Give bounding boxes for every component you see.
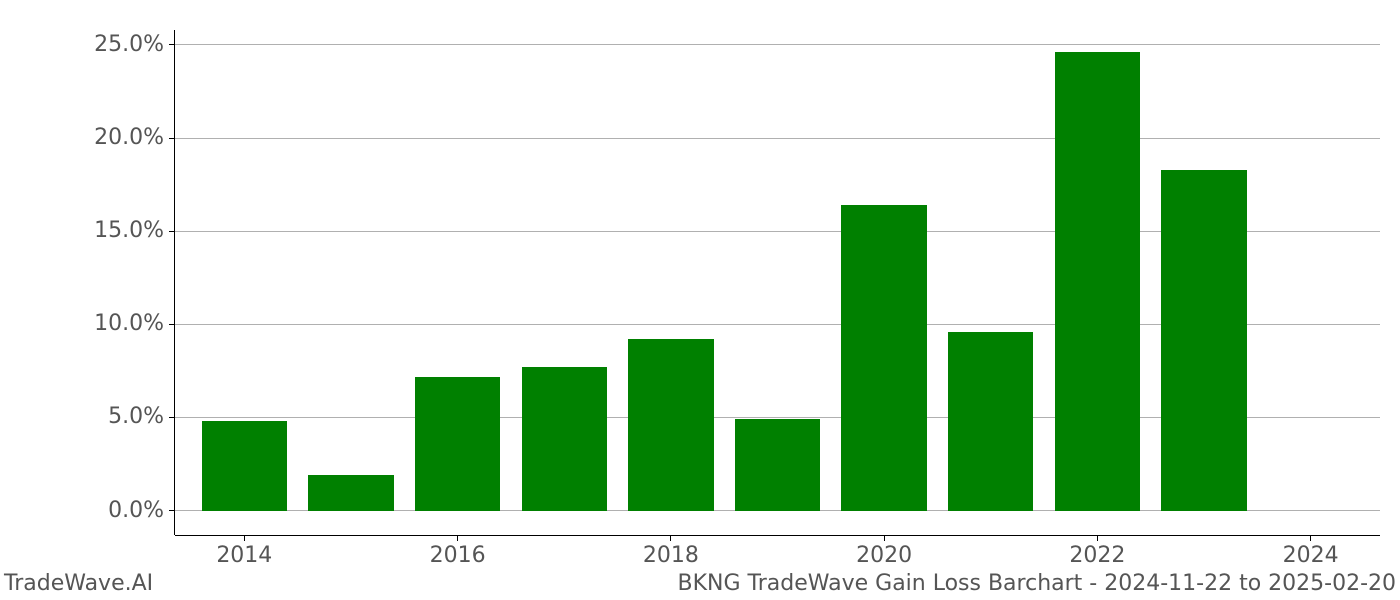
x-tick-label: 2018 bbox=[631, 543, 711, 568]
y-axis-spine bbox=[174, 30, 175, 535]
x-tick-label: 2022 bbox=[1057, 543, 1137, 568]
y-gridline bbox=[175, 138, 1380, 139]
bar bbox=[948, 332, 1033, 511]
y-tick-label: 5.0% bbox=[69, 404, 164, 429]
bar bbox=[415, 377, 500, 511]
bar bbox=[1055, 52, 1140, 510]
x-tick-label: 2024 bbox=[1271, 543, 1351, 568]
chart-figure: TradeWave.AI BKNG TradeWave Gain Loss Ba… bbox=[0, 0, 1400, 600]
x-tick-label: 2014 bbox=[204, 543, 284, 568]
bar bbox=[841, 205, 926, 511]
x-axis-spine bbox=[175, 535, 1380, 536]
y-tick-label: 0.0% bbox=[69, 498, 164, 523]
bar bbox=[308, 475, 393, 510]
footer-left-text: TradeWave.AI bbox=[4, 571, 153, 596]
y-tick-label: 25.0% bbox=[69, 32, 164, 57]
y-tick-label: 15.0% bbox=[69, 218, 164, 243]
x-tick-label: 2016 bbox=[418, 543, 498, 568]
x-tick-label: 2020 bbox=[844, 543, 924, 568]
y-gridline bbox=[175, 44, 1380, 45]
bar bbox=[628, 339, 713, 510]
bar bbox=[522, 367, 607, 510]
bar bbox=[1161, 170, 1246, 511]
y-tick-label: 10.0% bbox=[69, 311, 164, 336]
bar bbox=[735, 419, 820, 510]
footer-right-text: BKNG TradeWave Gain Loss Barchart - 2024… bbox=[678, 571, 1396, 596]
y-tick-label: 20.0% bbox=[69, 125, 164, 150]
bar bbox=[202, 421, 287, 510]
